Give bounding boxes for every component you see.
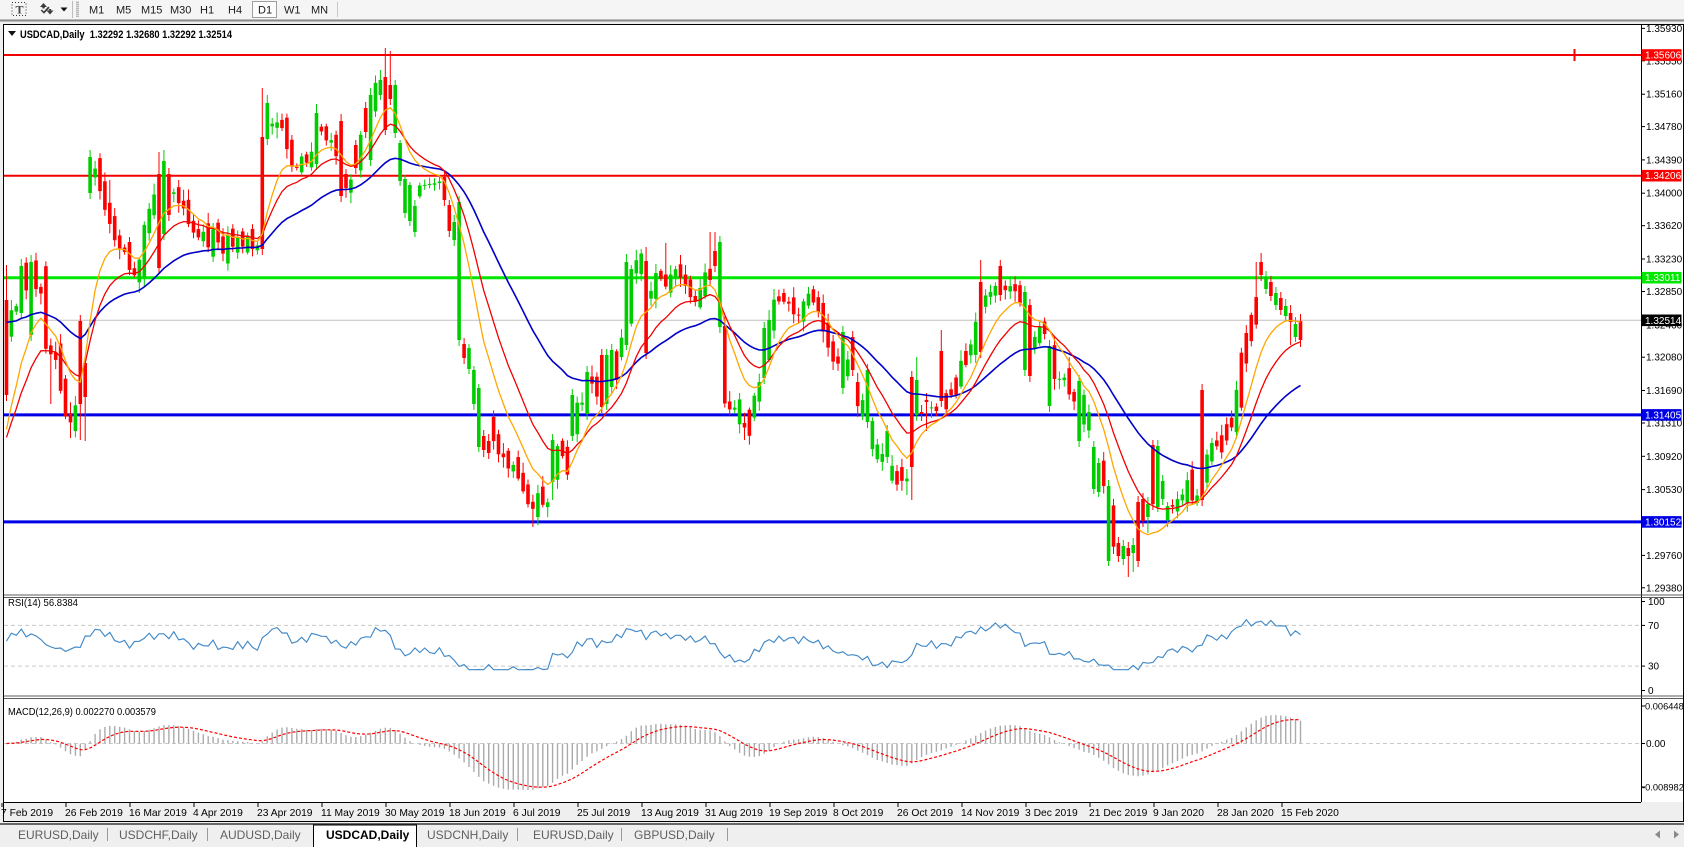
svg-text:1.34000: 1.34000 xyxy=(1646,189,1683,200)
svg-text:31 Aug 2019: 31 Aug 2019 xyxy=(705,808,763,819)
svg-text:1.31690: 1.31690 xyxy=(1646,386,1683,397)
svg-text:11 May 2019: 11 May 2019 xyxy=(321,808,380,819)
svg-text:0.006448: 0.006448 xyxy=(1645,702,1684,712)
svg-text:21 Dec 2019: 21 Dec 2019 xyxy=(1089,808,1148,819)
svg-text:3 Dec 2019: 3 Dec 2019 xyxy=(1025,808,1078,819)
svg-text:100: 100 xyxy=(1648,597,1665,608)
svg-text:1.30920: 1.30920 xyxy=(1646,452,1683,463)
svg-text:T: T xyxy=(16,3,24,17)
svg-text:6 Jul 2019: 6 Jul 2019 xyxy=(513,808,561,819)
svg-text:0: 0 xyxy=(1648,686,1654,697)
svg-text:1.35160: 1.35160 xyxy=(1646,90,1683,101)
svg-text:D1: D1 xyxy=(258,5,272,17)
svg-text:23 Apr 2019: 23 Apr 2019 xyxy=(257,808,313,819)
svg-text:1.34780: 1.34780 xyxy=(1646,122,1683,133)
svg-text:1.35550: 1.35550 xyxy=(1646,56,1683,67)
svg-text:30 May 2019: 30 May 2019 xyxy=(385,808,445,819)
svg-text:9 Jan 2020: 9 Jan 2020 xyxy=(1153,808,1204,819)
svg-text:70: 70 xyxy=(1648,621,1660,632)
svg-text:1.31310: 1.31310 xyxy=(1646,419,1683,430)
svg-text:M5: M5 xyxy=(116,5,131,17)
svg-text:1.30530: 1.30530 xyxy=(1646,485,1683,496)
svg-text:USDCAD,Daily 1.32292 1.32680: USDCAD,Daily 1.32292 1.32680 1.32292 1.3… xyxy=(20,29,233,41)
svg-text:4 Apr 2019: 4 Apr 2019 xyxy=(193,808,243,819)
svg-text:USDCHF,Daily: USDCHF,Daily xyxy=(119,828,198,842)
svg-text:13 Aug 2019: 13 Aug 2019 xyxy=(641,808,699,819)
svg-text:1.33620: 1.33620 xyxy=(1646,221,1683,232)
svg-text:AUDUSD,Daily: AUDUSD,Daily xyxy=(220,828,301,842)
svg-text:30: 30 xyxy=(1648,662,1660,673)
svg-text:16 Mar 2019: 16 Mar 2019 xyxy=(129,808,187,819)
svg-text:W1: W1 xyxy=(284,5,301,17)
svg-text:8 Oct 2019: 8 Oct 2019 xyxy=(833,808,884,819)
svg-text:1.31405: 1.31405 xyxy=(1645,410,1682,421)
svg-text:1.34206: 1.34206 xyxy=(1645,171,1682,182)
svg-text:GBPUSD,Daily: GBPUSD,Daily xyxy=(634,828,715,842)
svg-text:1.30152: 1.30152 xyxy=(1645,517,1682,528)
svg-text:USDCAD,Daily: USDCAD,Daily xyxy=(326,828,410,842)
svg-text:14 Nov 2019: 14 Nov 2019 xyxy=(961,808,1020,819)
svg-text:MACD(12,26,9) 0.002270 0.00357: MACD(12,26,9) 0.002270 0.003579 xyxy=(8,706,156,718)
svg-text:0.00: 0.00 xyxy=(1646,739,1666,750)
svg-text:-0.008982: -0.008982 xyxy=(1642,783,1684,793)
svg-text:1.29760: 1.29760 xyxy=(1646,551,1683,562)
svg-text:1.32514: 1.32514 xyxy=(1645,316,1682,327)
svg-text:EURUSD,Daily: EURUSD,Daily xyxy=(18,828,99,842)
svg-text:M30: M30 xyxy=(170,5,191,17)
svg-text:15 Feb 2020: 15 Feb 2020 xyxy=(1281,808,1339,819)
svg-text:H1: H1 xyxy=(200,5,214,17)
svg-text:26 Feb 2019: 26 Feb 2019 xyxy=(65,808,123,819)
svg-text:18 Jun 2019: 18 Jun 2019 xyxy=(449,808,506,819)
svg-text:19 Sep 2019: 19 Sep 2019 xyxy=(769,808,828,819)
svg-text:RSI(14) 56.8384: RSI(14) 56.8384 xyxy=(8,597,78,609)
svg-text:1.35606: 1.35606 xyxy=(1645,51,1682,62)
svg-text:USDCNH,Daily: USDCNH,Daily xyxy=(427,828,508,842)
svg-text:1.32850: 1.32850 xyxy=(1646,287,1683,298)
svg-text:MN: MN xyxy=(311,5,328,17)
svg-text:1.32080: 1.32080 xyxy=(1646,353,1683,364)
svg-text:26 Oct 2019: 26 Oct 2019 xyxy=(897,808,953,819)
svg-text:1.33230: 1.33230 xyxy=(1646,255,1683,266)
svg-text:1.34390: 1.34390 xyxy=(1646,155,1683,166)
svg-text:H4: H4 xyxy=(228,5,242,17)
svg-text:EURUSD,Daily: EURUSD,Daily xyxy=(533,828,614,842)
svg-text:28 Jan 2020: 28 Jan 2020 xyxy=(1217,808,1274,819)
svg-text:M15: M15 xyxy=(141,5,162,17)
svg-text:25 Jul 2019: 25 Jul 2019 xyxy=(577,808,631,819)
svg-text:7 Feb 2019: 7 Feb 2019 xyxy=(1,808,53,819)
svg-text:1.35930: 1.35930 xyxy=(1646,24,1683,35)
svg-text:1.33011: 1.33011 xyxy=(1645,273,1681,284)
svg-text:M1: M1 xyxy=(89,5,104,17)
svg-text:1.29380: 1.29380 xyxy=(1646,583,1683,594)
